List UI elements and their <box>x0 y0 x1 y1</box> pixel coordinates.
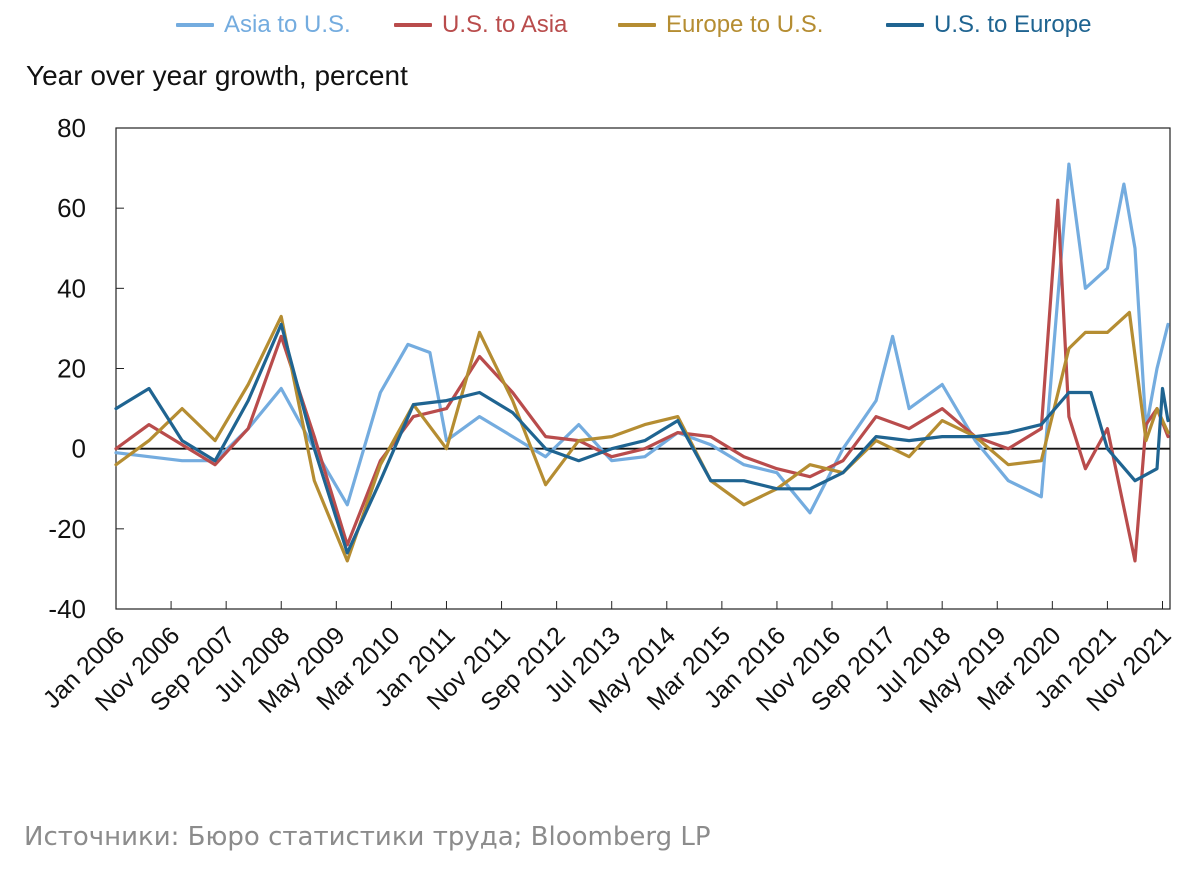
legend-swatch <box>176 23 214 27</box>
legend-item: U.S. to Europe <box>886 10 1091 40</box>
y-tick-label: 40 <box>57 273 86 303</box>
legend-label: Europe to U.S. <box>666 11 824 38</box>
legend-item: U.S. to Asia <box>394 10 567 40</box>
series-line-3 <box>114 322 1170 555</box>
legend-label: U.S. to Asia <box>442 11 568 38</box>
y-tick-label: -20 <box>48 514 86 544</box>
legend-item: Europe to U.S. <box>618 10 823 40</box>
y-tick-label: 0 <box>72 434 86 464</box>
series-line-2 <box>114 310 1170 563</box>
plot-frame <box>115 127 1171 610</box>
legend-swatch <box>394 23 432 27</box>
legend-label: Asia to U.S. <box>224 11 351 38</box>
y-tick-label: 80 <box>57 113 86 143</box>
y-tick-label: -40 <box>48 594 86 624</box>
chart-legend: Asia to U.S. U.S. to Asia Europe to U.S. U.… <box>0 6 1200 42</box>
legend-label: U.S. to Europe <box>934 11 1092 38</box>
legend-item: Asia to U.S. <box>176 10 351 40</box>
y-axis-title: Year over year growth, percent <box>26 60 408 91</box>
y-tick-label: 60 <box>57 193 86 223</box>
source-note: Источники: Бюро статистики труда; Bloomb… <box>24 822 711 852</box>
y-tick-label: 20 <box>57 354 86 384</box>
series-line-1 <box>114 198 1170 563</box>
legend-swatch <box>886 23 924 27</box>
legend-swatch <box>618 23 656 27</box>
